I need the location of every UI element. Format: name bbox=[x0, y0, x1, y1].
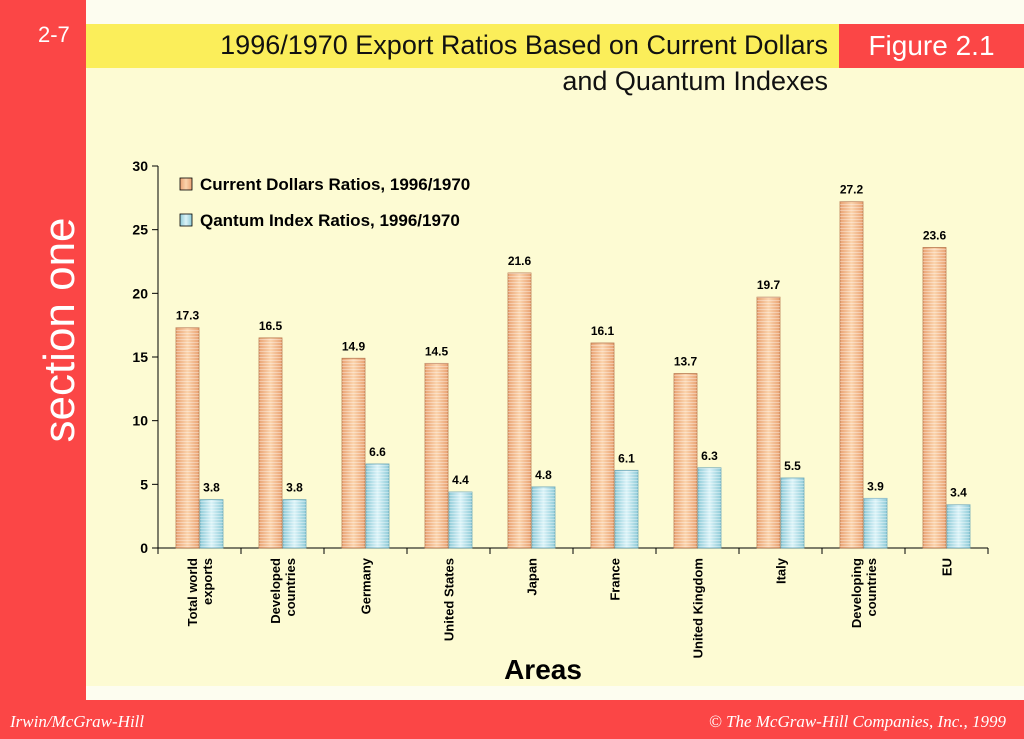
legend-label: Current Dollars Ratios, 1996/1970 bbox=[200, 175, 470, 194]
x-category-line: countries bbox=[864, 558, 879, 617]
bar-chart: 0 5 10 15 20 25 30 17.3 3.8 Total worldexports 16… bbox=[132, 158, 989, 685]
x-category-line: exports bbox=[200, 558, 215, 605]
x-category-line: Italy bbox=[774, 557, 789, 584]
data-label: 21.6 bbox=[508, 254, 532, 268]
bar-texture bbox=[947, 504, 970, 548]
legend-swatch bbox=[179, 177, 193, 191]
y-tick-label: 30 bbox=[132, 158, 148, 174]
bar-texture bbox=[508, 272, 531, 548]
x-category-label: Developedcountries bbox=[268, 558, 298, 624]
title-line-1: 1996/1970 Export Ratios Based on Current… bbox=[220, 30, 828, 60]
y-tick-label: 5 bbox=[140, 476, 148, 492]
content-panel bbox=[86, 68, 1024, 686]
x-category-line: Developing bbox=[849, 558, 864, 628]
footer-publisher: Irwin/McGraw-Hill bbox=[10, 712, 145, 731]
bar-texture bbox=[757, 297, 780, 548]
left-band bbox=[0, 0, 86, 700]
slide-number: 2-7 bbox=[38, 22, 70, 47]
x-category-line: Developed bbox=[268, 558, 283, 624]
bar-texture bbox=[591, 342, 614, 548]
x-category-label: Total worldexports bbox=[185, 558, 215, 626]
x-category-text: Total worldexports bbox=[185, 558, 215, 626]
data-label: 14.5 bbox=[425, 344, 449, 358]
x-category-label: United States bbox=[442, 558, 457, 641]
bar-texture bbox=[615, 470, 638, 548]
data-label: 6.6 bbox=[369, 445, 386, 459]
x-category-line: countries bbox=[283, 558, 298, 617]
bar-texture bbox=[200, 499, 223, 548]
data-label: 3.8 bbox=[286, 481, 303, 495]
data-label: 5.5 bbox=[784, 459, 801, 473]
data-label: 3.9 bbox=[867, 479, 884, 493]
data-label: 6.1 bbox=[618, 451, 635, 465]
footer-copyright: © The McGraw-Hill Companies, Inc., 1999 bbox=[708, 712, 1006, 731]
bar-texture bbox=[781, 477, 804, 548]
bar-texture bbox=[283, 499, 306, 548]
bar-texture bbox=[864, 498, 887, 548]
data-label: 27.2 bbox=[840, 183, 864, 197]
figure-label: Figure 2.1 bbox=[839, 24, 1024, 68]
data-label: 16.5 bbox=[259, 319, 283, 333]
x-category-line: France bbox=[608, 558, 623, 601]
x-category-text: Germany bbox=[359, 557, 374, 614]
data-label: 14.9 bbox=[342, 339, 366, 353]
x-category-line: United States bbox=[442, 558, 457, 641]
x-category-line: Germany bbox=[359, 557, 374, 614]
bar-texture bbox=[923, 247, 946, 548]
x-category-line: EU bbox=[940, 558, 955, 576]
x-category-text: Italy bbox=[774, 557, 789, 584]
x-category-text: EU bbox=[940, 558, 955, 576]
data-label: 23.6 bbox=[923, 228, 947, 242]
x-category-label: Developingcountries bbox=[849, 558, 879, 628]
x-category-label: Japan bbox=[525, 558, 540, 596]
data-label: 17.3 bbox=[176, 309, 200, 323]
data-label: 19.7 bbox=[757, 278, 781, 292]
legend-swatch bbox=[179, 213, 193, 227]
x-category-label: Germany bbox=[359, 557, 374, 614]
x-category-text: Developingcountries bbox=[849, 558, 879, 628]
data-label: 3.4 bbox=[950, 486, 967, 500]
x-axis-title: Areas bbox=[504, 654, 582, 685]
data-label: 16.1 bbox=[591, 324, 615, 338]
data-label: 4.8 bbox=[535, 468, 552, 482]
x-category-label: France bbox=[608, 558, 623, 601]
data-label: 3.8 bbox=[203, 481, 220, 495]
legend-label: Qantum Index Ratios, 1996/1970 bbox=[200, 211, 460, 230]
title-line-2: and Quantum Indexes bbox=[562, 66, 828, 96]
x-category-label: United Kingdom bbox=[691, 558, 706, 658]
x-category-text: Japan bbox=[525, 558, 540, 596]
x-category-line: United Kingdom bbox=[691, 558, 706, 658]
data-label: 4.4 bbox=[452, 473, 469, 487]
bar-texture bbox=[366, 463, 389, 548]
footer-bar: Irwin/McGraw-Hill © The McGraw-Hill Comp… bbox=[0, 700, 1024, 739]
bar-texture bbox=[259, 337, 282, 548]
x-category-line: Japan bbox=[525, 558, 540, 596]
data-label: 13.7 bbox=[674, 355, 698, 369]
bar-texture bbox=[674, 373, 697, 548]
y-tick-label: 20 bbox=[132, 285, 148, 301]
x-category-label: EU bbox=[940, 558, 955, 576]
bar-texture bbox=[449, 491, 472, 548]
x-category-text: United States bbox=[442, 558, 457, 641]
bar-texture bbox=[342, 358, 365, 548]
x-category-text: Developedcountries bbox=[268, 558, 298, 624]
y-tick-label: 15 bbox=[132, 349, 148, 365]
bar-texture bbox=[176, 327, 199, 548]
y-tick-label: 25 bbox=[132, 222, 148, 238]
x-category-label: Italy bbox=[774, 557, 789, 584]
y-tick-label: 0 bbox=[140, 540, 148, 556]
bar-texture bbox=[532, 486, 555, 548]
bar-texture bbox=[425, 363, 448, 548]
bar-texture bbox=[840, 201, 863, 549]
bar-texture bbox=[698, 467, 721, 548]
x-category-text: France bbox=[608, 558, 623, 601]
data-label: 6.3 bbox=[701, 449, 718, 463]
title-band bbox=[86, 24, 839, 68]
x-category-text: United Kingdom bbox=[691, 558, 706, 658]
y-tick-label: 10 bbox=[132, 413, 148, 429]
x-category-line: Total world bbox=[185, 558, 200, 626]
